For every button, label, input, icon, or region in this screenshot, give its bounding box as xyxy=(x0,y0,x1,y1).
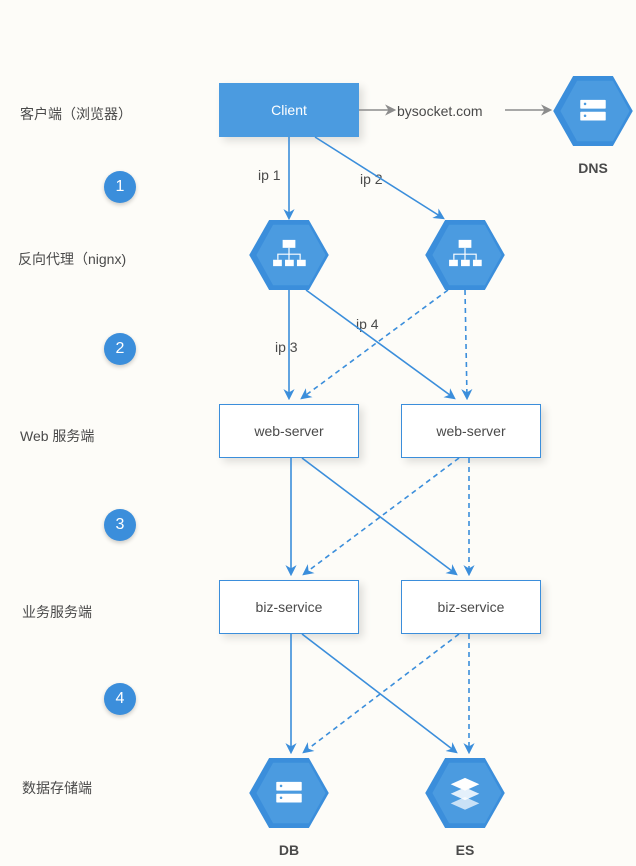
edge-label-bysocket: bysocket.com xyxy=(397,103,483,119)
node-dns-label: DNS xyxy=(553,160,633,176)
node-db xyxy=(249,758,329,828)
row-label-proxy: 反向代理（nignx) xyxy=(18,249,126,269)
node-es xyxy=(425,758,505,828)
node-web-server-2: web-server xyxy=(401,404,541,458)
row-label-web: Web 服务端 xyxy=(20,426,94,446)
row-label-data: 数据存储端 xyxy=(22,778,92,798)
step-badge-4: 4 xyxy=(104,683,136,715)
node-biz-service-1: biz-service xyxy=(219,580,359,634)
step-badge-1: 1 xyxy=(104,171,136,203)
edge-label-ip4: ip 4 xyxy=(356,316,379,332)
step-badge-2: 2 xyxy=(104,333,136,365)
diagram-canvas: 客户端（浏览器） 反向代理（nignx) Web 服务端 业务服务端 数据存储端… xyxy=(0,0,636,866)
edge-label-ip2: ip 2 xyxy=(360,171,383,187)
row-label-client: 客户端（浏览器） xyxy=(20,104,132,124)
node-client: Client xyxy=(219,83,359,137)
edge-label-ip3: ip 3 xyxy=(275,339,298,355)
node-db-label: DB xyxy=(249,842,329,858)
node-web-server-1: web-server xyxy=(219,404,359,458)
node-es-label: ES xyxy=(425,842,505,858)
node-dns xyxy=(553,76,633,146)
stack-icon xyxy=(451,778,480,810)
row-label-biz: 业务服务端 xyxy=(22,602,92,622)
node-nginx-2 xyxy=(425,220,505,290)
node-nginx-1 xyxy=(249,220,329,290)
step-badge-3: 3 xyxy=(104,509,136,541)
edge-label-ip1: ip 1 xyxy=(258,167,281,183)
node-biz-service-2: biz-service xyxy=(401,580,541,634)
